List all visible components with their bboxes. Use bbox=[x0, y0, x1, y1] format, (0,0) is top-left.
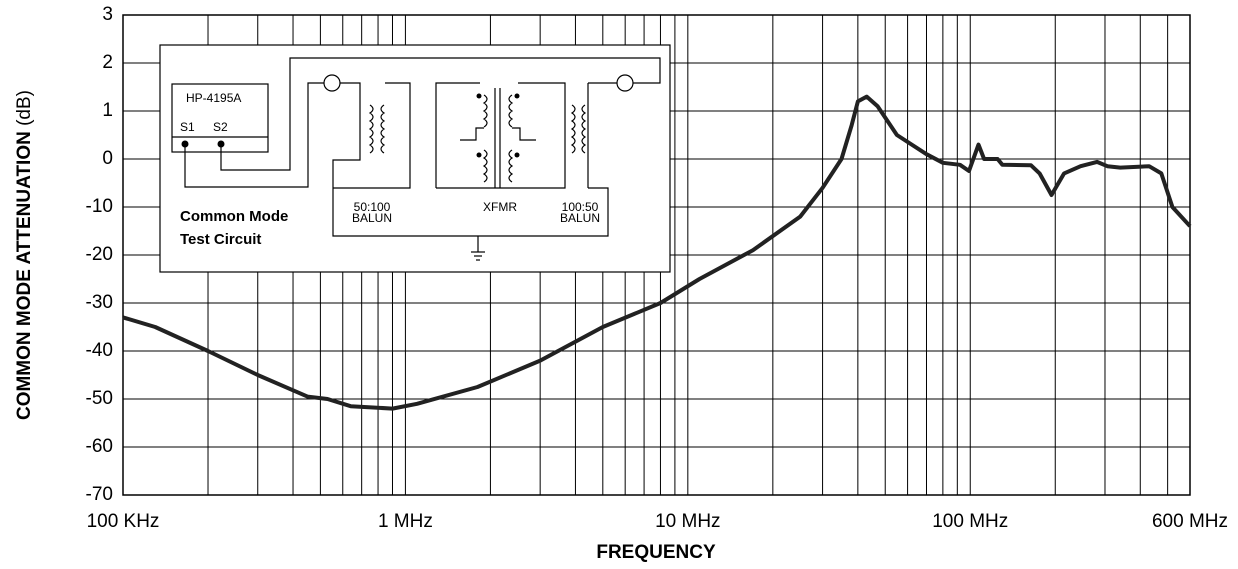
port-label: S2 bbox=[213, 120, 228, 134]
inset-frame bbox=[159, 44, 671, 273]
x-tick-label: 10 MHz bbox=[655, 511, 720, 532]
dot bbox=[514, 152, 520, 158]
y-tick-label: -60 bbox=[86, 436, 113, 457]
inset-title: Common Mode bbox=[180, 208, 288, 225]
y-axis-title-main: COMMON MODE ATTENUATION bbox=[14, 131, 35, 420]
balun-ratio: 50:100 bbox=[354, 200, 391, 214]
port-label: S1 bbox=[180, 120, 195, 134]
dot bbox=[476, 152, 482, 158]
y-tick-label: -50 bbox=[86, 388, 113, 409]
data-line bbox=[122, 94, 1192, 411]
xfmr-label: XFMR bbox=[483, 200, 517, 214]
y-axis-unit: (dB) bbox=[14, 90, 35, 126]
wire bbox=[460, 127, 484, 141]
x-tick-label: 1 MHz bbox=[378, 511, 433, 532]
balun-ratio: 100:50 bbox=[562, 200, 599, 214]
y-tick-label: -10 bbox=[86, 196, 113, 217]
y-axis-title: COMMON MODE ATTENUATION (dB) bbox=[14, 90, 35, 420]
wire bbox=[333, 82, 411, 189]
balun-label: BALUN bbox=[352, 211, 392, 225]
coil bbox=[482, 94, 514, 183]
y-tick-label: 0 bbox=[102, 148, 113, 169]
wire bbox=[435, 82, 480, 188]
y-tick-label: -40 bbox=[86, 340, 113, 361]
wire bbox=[512, 127, 536, 141]
dot bbox=[514, 93, 520, 99]
y-tick-label: -70 bbox=[86, 484, 113, 505]
x-tick-label: 600 MHz bbox=[1152, 511, 1228, 532]
instrument-label: HP-4195A bbox=[186, 91, 241, 105]
x-tick-label: 100 KHz bbox=[87, 511, 160, 532]
x-axis-title: FREQUENCY bbox=[596, 542, 716, 563]
x-tick-label: 100 MHz bbox=[932, 511, 1008, 532]
wire bbox=[220, 57, 661, 171]
coil bbox=[570, 104, 587, 154]
wire bbox=[184, 82, 324, 188]
y-tick-label: 3 bbox=[102, 4, 113, 25]
y-tick-label: -20 bbox=[86, 244, 113, 265]
wire bbox=[332, 82, 609, 237]
y-tick-label: -30 bbox=[86, 292, 113, 313]
dot bbox=[476, 93, 482, 99]
inset-diagram: HP-4195A S1 S2 Common Mode Test Circuit … bbox=[159, 44, 671, 273]
instrument-box bbox=[171, 83, 269, 153]
inset-title: Test Circuit bbox=[180, 231, 261, 248]
plot-frame bbox=[122, 14, 1191, 496]
coil bbox=[368, 104, 386, 154]
balun-label: BALUN bbox=[560, 211, 600, 225]
y-tick-label: 2 bbox=[102, 52, 113, 73]
y-tick-label: 1 bbox=[102, 100, 113, 121]
